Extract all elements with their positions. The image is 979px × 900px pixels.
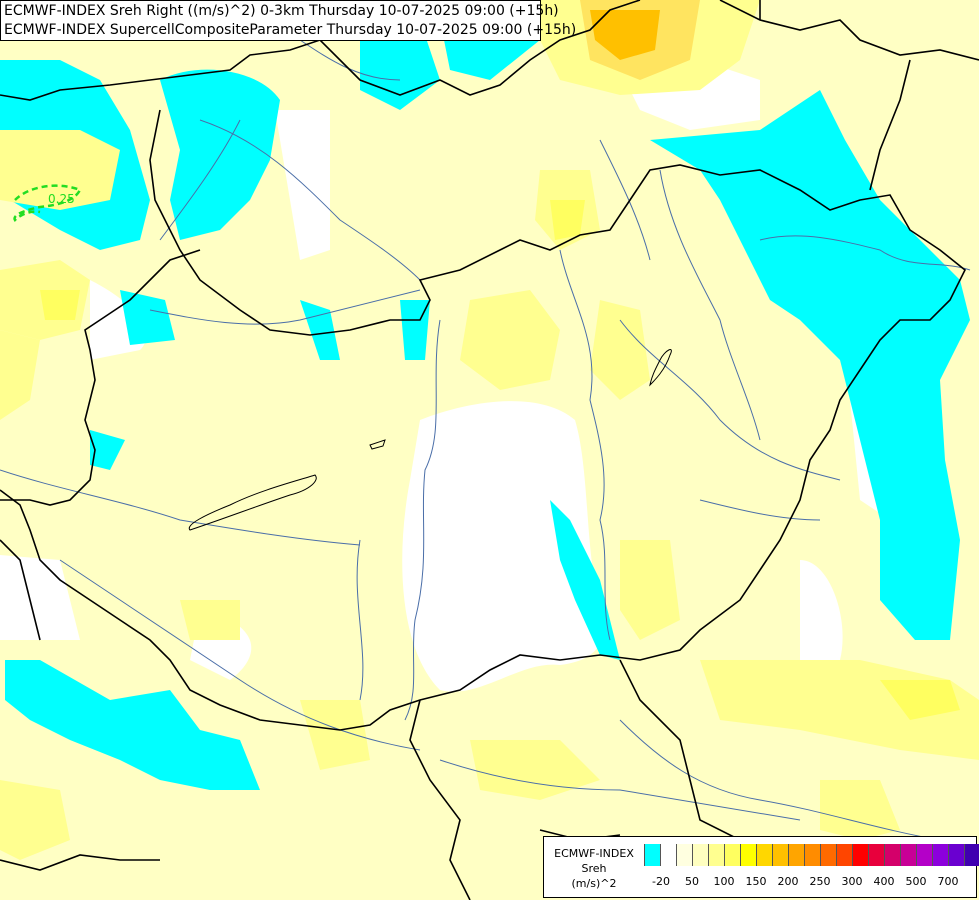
map-title-box: ECMWF-INDEX Sreh Right ((m/s)^2) 0-3km T…: [0, 0, 577, 41]
contour-label: 0.25: [48, 192, 75, 206]
legend-title: ECMWF-INDEX Sreh (m/s)^2: [544, 846, 644, 891]
legend-swatch: [660, 844, 676, 866]
legend-swatch: [804, 844, 820, 866]
legend-swatch: [932, 844, 948, 866]
legend-swatch: [692, 844, 708, 866]
legend-swatch: [916, 844, 932, 866]
legend-tick-label: 100: [713, 875, 735, 888]
legend-swatch: [676, 844, 692, 866]
legend-tick-label: 150: [745, 875, 767, 888]
legend-color-bar: [644, 844, 979, 866]
legend-swatch: [820, 844, 836, 866]
rivers: [0, 39, 971, 841]
legend-title-line3: (m/s)^2: [571, 877, 617, 890]
legend-tick-label: 400: [873, 875, 895, 888]
legend-swatch: [948, 844, 964, 866]
legend-tick-label: 300: [841, 875, 863, 888]
legend-swatch: [836, 844, 852, 866]
title-line-scp: ECMWF-INDEX SupercellCompositeParameter …: [4, 22, 577, 38]
lakes: [188, 349, 672, 531]
legend-swatch: [884, 844, 900, 866]
legend-swatch: [900, 844, 916, 866]
legend-swatch: [724, 844, 740, 866]
legend-swatch: [788, 844, 804, 866]
legend-title-line1: ECMWF-INDEX: [554, 847, 634, 860]
legend-tick-label: 700: [937, 875, 959, 888]
legend-swatch: [964, 844, 979, 866]
legend-swatch: [772, 844, 788, 866]
scp-contour: [13, 184, 82, 223]
legend-ticks: -20 50 100 150 200 250 300 400 500 700: [644, 875, 974, 889]
legend-tick-label: 250: [809, 875, 831, 888]
moderate-helicity-areas: [0, 0, 979, 860]
legend-tick-label: 500: [905, 875, 927, 888]
legend-swatch: [740, 844, 756, 866]
legend-tick-label: 50: [685, 875, 699, 888]
legend-swatch: [644, 844, 660, 866]
legend-swatch: [708, 844, 724, 866]
legend-swatch: [756, 844, 772, 866]
legend-swatch: [868, 844, 884, 866]
legend-tick-label: 200: [777, 875, 799, 888]
legend-title-line2: Sreh: [581, 862, 607, 875]
legend-tick-label: -20: [652, 875, 670, 888]
color-legend: ECMWF-INDEX Sreh (m/s)^2 -20 50 100 150 200 2…: [543, 836, 979, 898]
title-line-sreh: ECMWF-INDEX Sreh Right ((m/s)^2) 0-3km T…: [4, 3, 559, 19]
legend-swatch: [852, 844, 868, 866]
